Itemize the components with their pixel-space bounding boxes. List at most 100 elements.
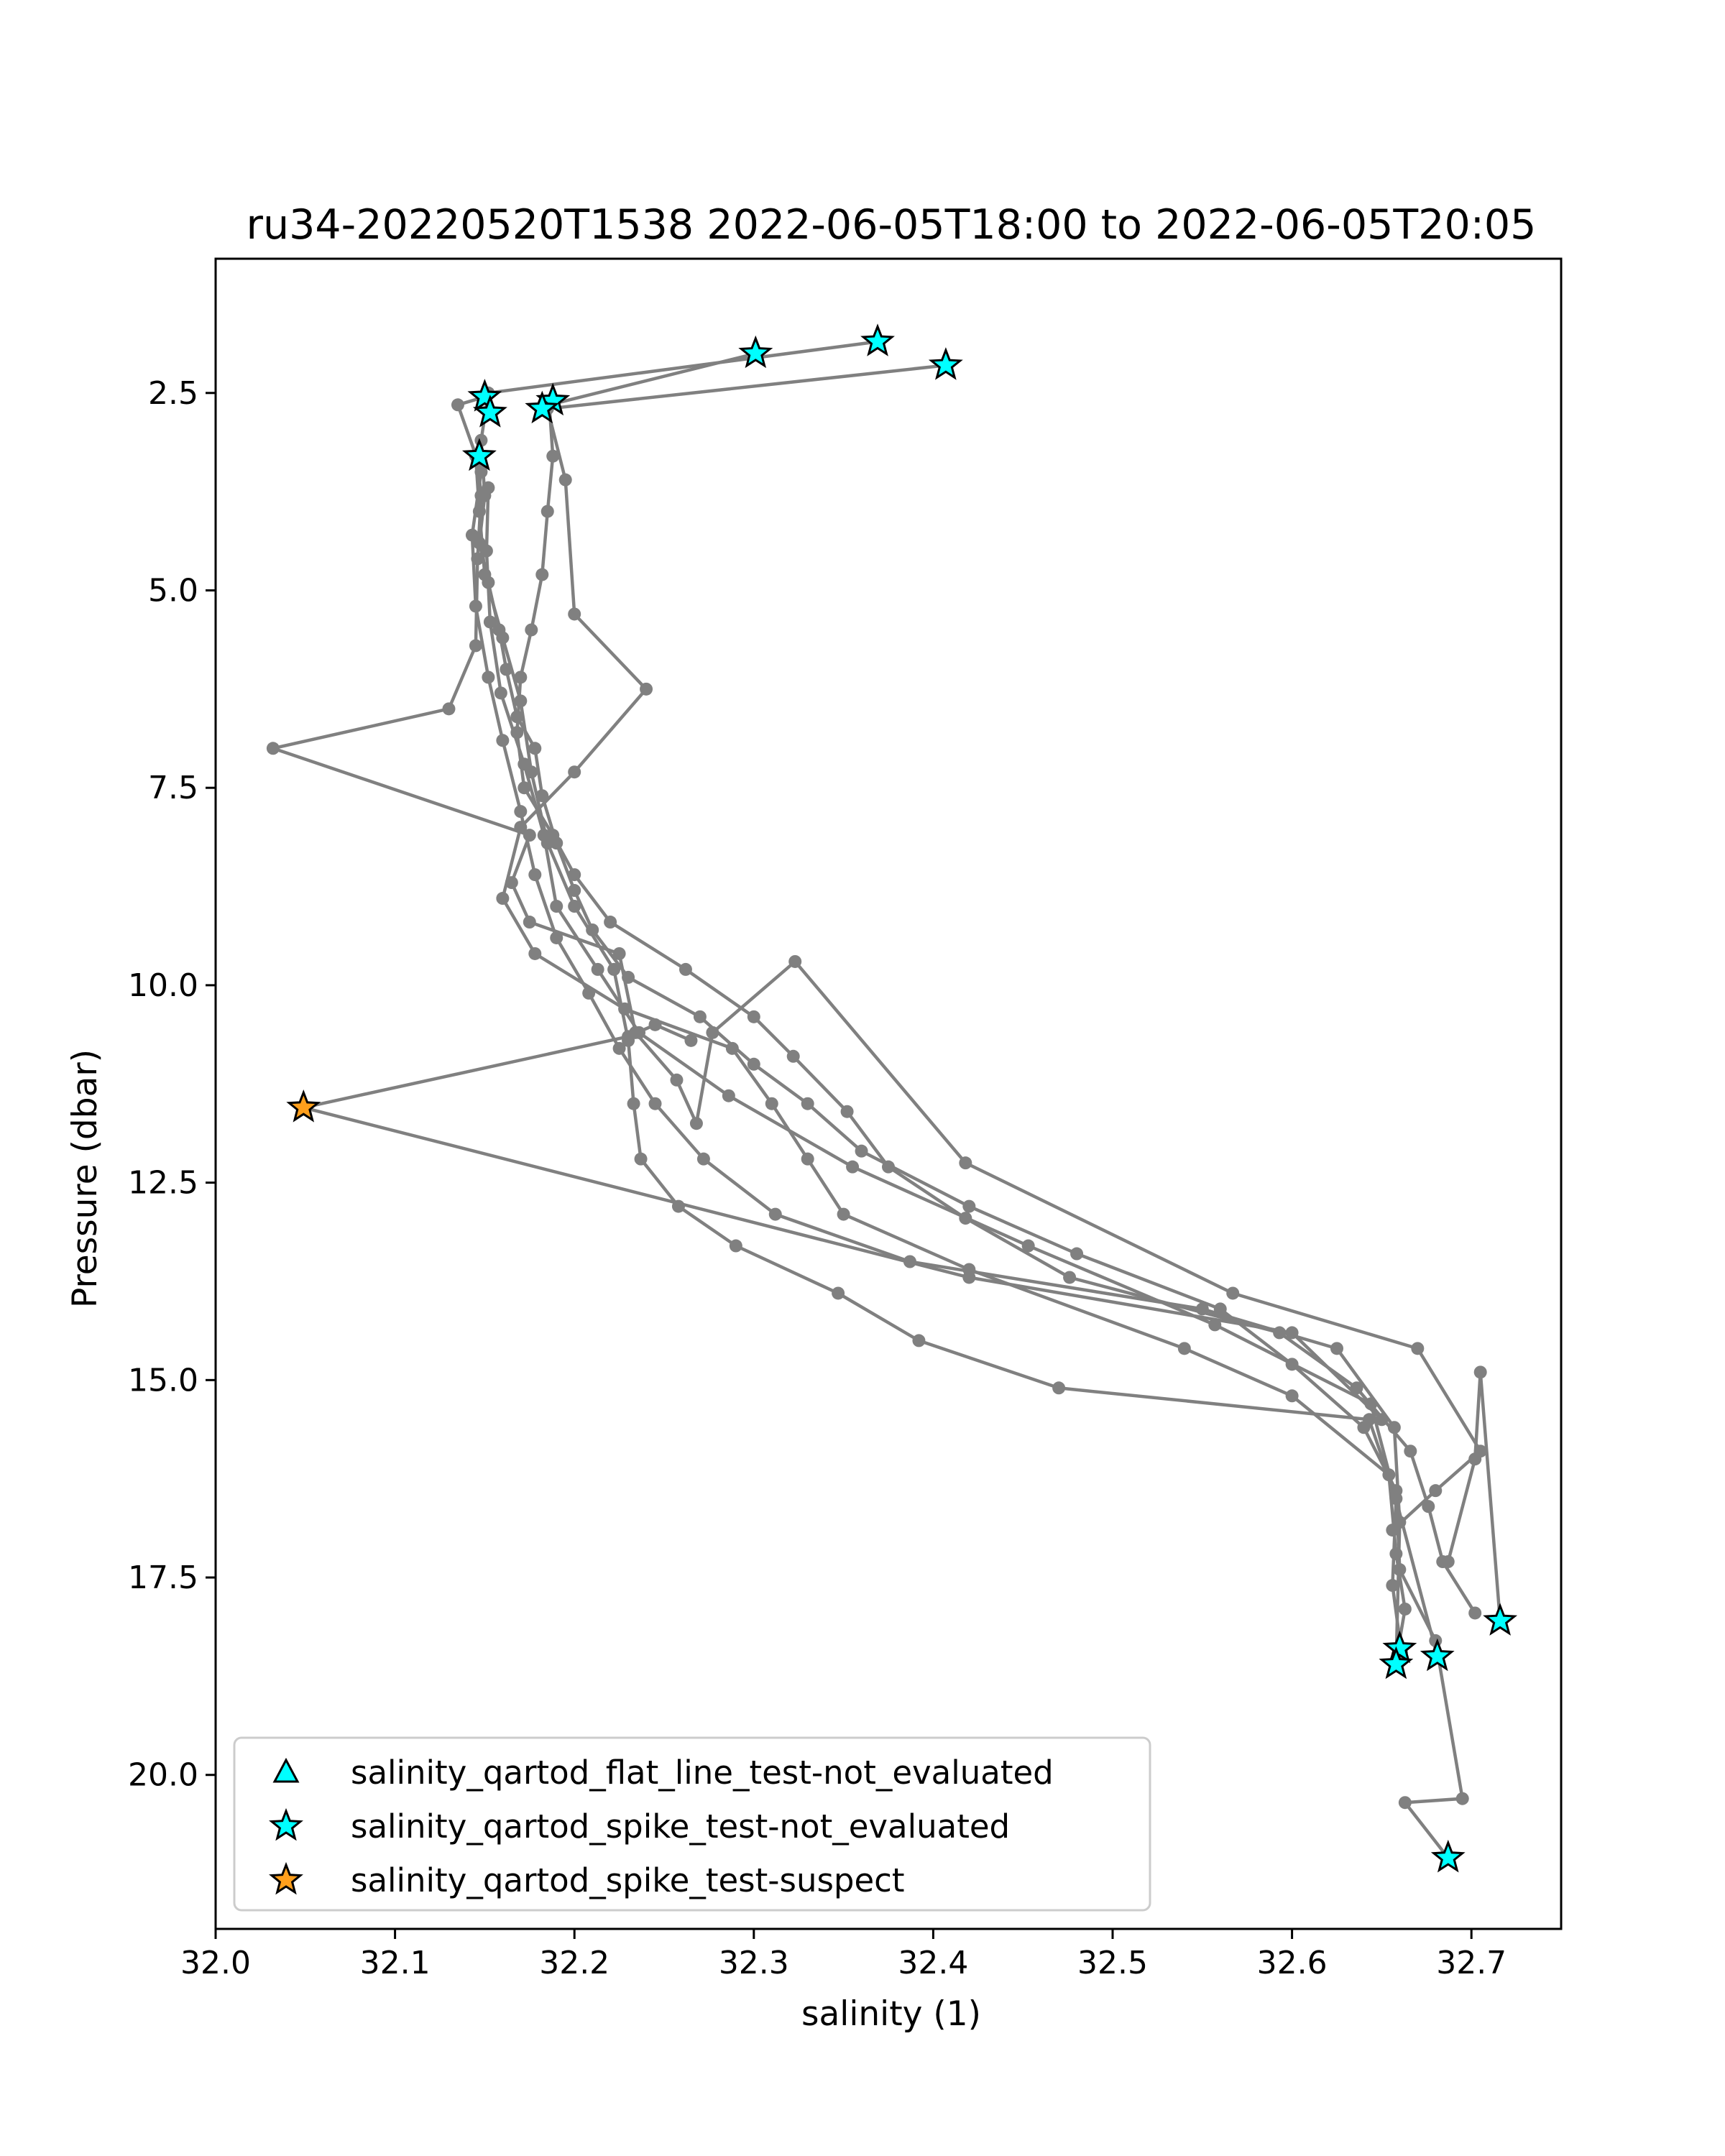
data-point	[612, 1041, 626, 1055]
data-point	[1441, 1555, 1455, 1569]
series-line-3	[501, 364, 1407, 1661]
flag-star-marker	[1379, 1646, 1414, 1680]
y-tick-label: 10.0	[128, 967, 198, 1004]
series-line-10	[303, 1106, 1383, 1421]
legend-star-marker	[269, 1861, 303, 1895]
data-point	[722, 1089, 735, 1102]
series-line-2	[515, 351, 1477, 1614]
data-point	[535, 568, 549, 581]
data-point	[684, 1033, 698, 1047]
data-point	[912, 1334, 926, 1348]
series-line-5	[474, 456, 1404, 1653]
data-point	[514, 671, 528, 684]
data-point	[586, 923, 599, 936]
y-tick-label: 5.0	[148, 573, 198, 609]
data-point	[840, 1105, 854, 1118]
data-point	[469, 639, 482, 653]
data-point	[696, 1152, 710, 1166]
data-point	[1330, 1342, 1343, 1355]
chart-title: ru34-20220520T1538 2022-06-05T18:00 to 2…	[247, 201, 1537, 249]
x-tick-label: 32.4	[898, 1945, 968, 1981]
data-point	[568, 868, 581, 882]
data-point	[451, 398, 464, 412]
data-point	[568, 765, 581, 779]
x-tick-label: 32.2	[539, 1945, 610, 1981]
data-point	[528, 946, 542, 960]
data-point	[634, 1152, 648, 1166]
x-tick-label: 32.6	[1257, 1945, 1328, 1981]
data-point	[494, 686, 507, 700]
data-point	[1070, 1247, 1084, 1261]
data-point	[1021, 1239, 1035, 1253]
data-point	[568, 607, 581, 621]
legend: salinity_qartod_flat_line_test-not_evalu…	[233, 1736, 1151, 1912]
flag-star-marker	[738, 335, 773, 369]
data-point	[801, 1097, 814, 1110]
data-point	[725, 1041, 739, 1055]
data-point	[1404, 1445, 1417, 1458]
flag-star-marker	[1430, 1839, 1466, 1873]
data-point	[1398, 1796, 1412, 1810]
data-point	[469, 599, 482, 613]
data-point	[1285, 1326, 1299, 1340]
flag-layer	[286, 323, 1518, 1873]
data-point	[693, 1010, 707, 1023]
y-tick-label: 7.5	[148, 770, 198, 806]
data-point	[1226, 1286, 1240, 1300]
data-point	[465, 528, 479, 542]
data-point	[768, 1207, 782, 1221]
data-point	[523, 916, 536, 929]
x-tick-label: 32.3	[719, 1945, 789, 1981]
flag-star-marker	[472, 395, 507, 428]
y-axis-label: Pressure (dbar)	[65, 1049, 105, 1308]
plot-frame	[214, 257, 1563, 1930]
data-point	[648, 1097, 662, 1110]
data-point	[528, 742, 542, 755]
data-point	[482, 481, 495, 494]
data-point	[882, 1160, 895, 1174]
data-point	[959, 1156, 972, 1170]
data-point	[962, 1199, 976, 1213]
data-point	[1398, 1602, 1412, 1616]
data-point	[788, 954, 802, 968]
data-point	[689, 1117, 703, 1130]
data-point	[627, 1097, 640, 1110]
data-point	[518, 757, 531, 771]
data-point	[729, 1239, 742, 1253]
data-point	[568, 884, 581, 898]
data-point	[591, 962, 604, 976]
data-point	[786, 1049, 800, 1063]
data-point	[550, 931, 564, 944]
legend-label: salinity_qartod_spike_test-suspect	[351, 1861, 905, 1899]
data-point	[706, 1026, 719, 1039]
data-point	[837, 1207, 850, 1221]
data-point	[474, 465, 488, 479]
data-point	[479, 544, 493, 558]
data-point	[514, 694, 528, 708]
data-point	[582, 986, 596, 1000]
y-tick-label: 15.0	[128, 1362, 198, 1399]
series-line-1	[477, 340, 1464, 1859]
x-tick-label: 32.7	[1436, 1945, 1506, 1981]
legend-label: salinity_qartod_spike_test-not_evaluated	[351, 1807, 1010, 1846]
data-point	[1387, 1421, 1401, 1434]
legend-triangle-marker	[272, 1757, 300, 1783]
flag-star-marker	[928, 347, 963, 380]
data-point	[496, 734, 510, 747]
flag-star-marker	[860, 323, 895, 356]
data-point	[1473, 1365, 1487, 1379]
data-point	[496, 631, 510, 645]
data-point	[1362, 1413, 1376, 1427]
y-tick-label: 12.5	[128, 1165, 198, 1202]
data-point	[670, 1073, 684, 1087]
x-tick-label: 32.0	[180, 1945, 251, 1981]
data-point	[648, 1018, 662, 1031]
data-point	[604, 916, 617, 929]
x-tick-label: 32.5	[1077, 1945, 1148, 1981]
data-point	[962, 1271, 976, 1284]
legend-box	[233, 1736, 1151, 1912]
series-line-9	[303, 1023, 692, 1110]
data-point	[1375, 1413, 1389, 1427]
y-tick-label: 17.5	[128, 1560, 198, 1596]
